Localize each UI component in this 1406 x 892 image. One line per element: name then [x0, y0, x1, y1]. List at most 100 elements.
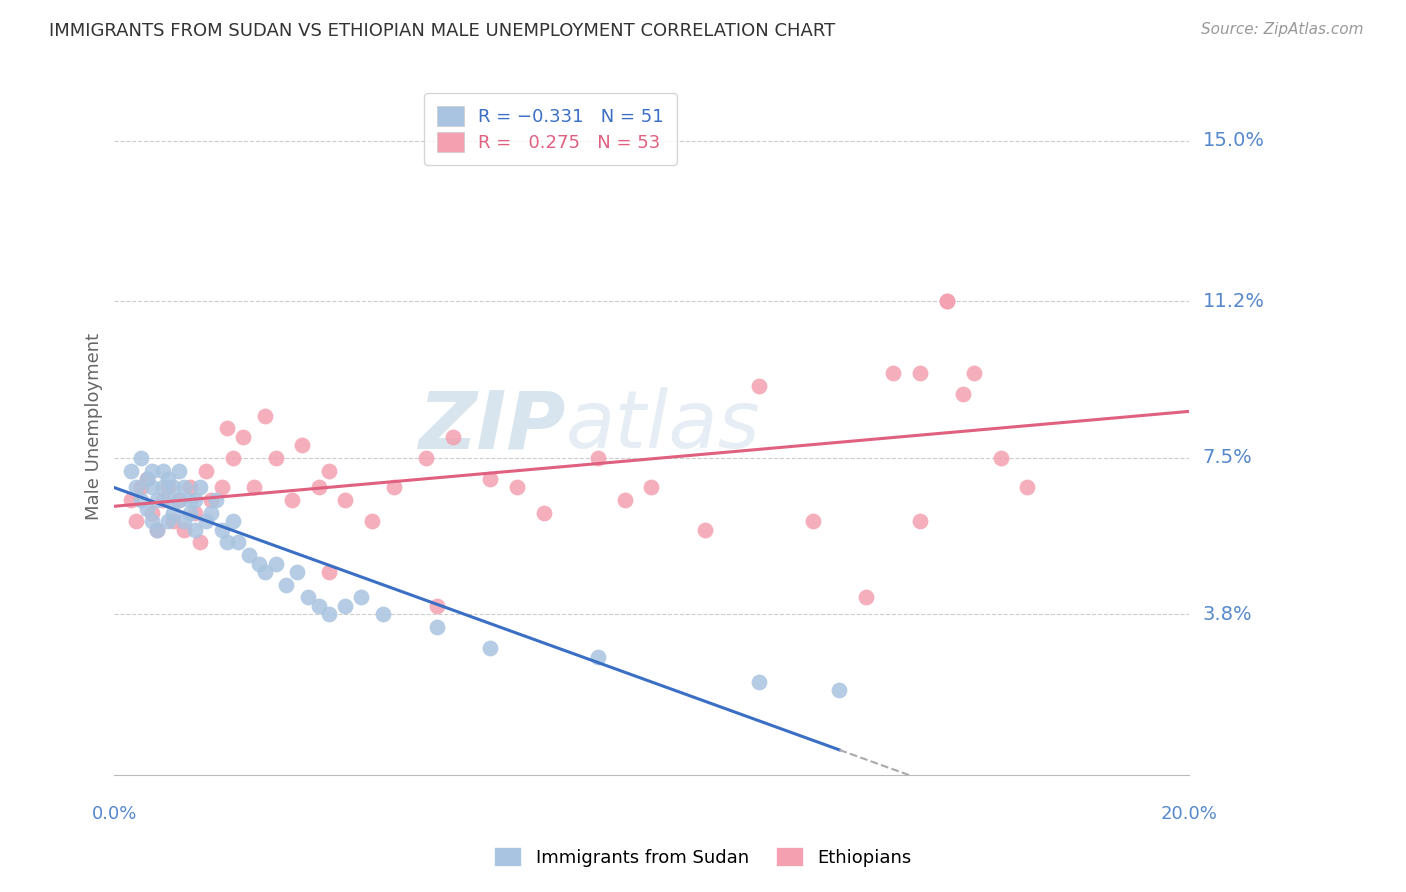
Point: [908, 367, 931, 381]
Point: [586, 450, 609, 465]
Point: [963, 367, 986, 381]
Point: [1017, 480, 1039, 494]
Legend: R = −0.331   N = 51, R =   0.275   N = 53: R = −0.331 N = 51, R = 0.275 N = 53: [425, 94, 676, 165]
Point: [194, 464, 217, 478]
Text: Source: ZipAtlas.com: Source: ZipAtlas.com: [1201, 22, 1364, 37]
Point: [479, 472, 502, 486]
Point: [157, 472, 180, 486]
Point: [211, 480, 233, 494]
Text: 0.0%: 0.0%: [91, 805, 138, 823]
Point: [152, 493, 174, 508]
Point: [152, 480, 174, 494]
Point: [157, 493, 180, 508]
Point: [318, 565, 340, 579]
Point: [167, 464, 190, 478]
Point: [125, 514, 148, 528]
Point: [157, 514, 180, 528]
Point: [221, 450, 243, 465]
Point: [184, 493, 207, 508]
Point: [253, 565, 276, 579]
Point: [184, 523, 207, 537]
Point: [179, 506, 201, 520]
Point: [232, 430, 254, 444]
Point: [162, 506, 184, 520]
Point: [371, 607, 394, 622]
Point: [157, 480, 180, 494]
Point: [276, 577, 298, 591]
Point: [882, 367, 904, 381]
Point: [129, 493, 152, 508]
Point: [935, 294, 957, 309]
Text: IMMIGRANTS FROM SUDAN VS ETHIOPIAN MALE UNEMPLOYMENT CORRELATION CHART: IMMIGRANTS FROM SUDAN VS ETHIOPIAN MALE …: [49, 22, 835, 40]
Point: [335, 599, 357, 613]
Point: [613, 493, 636, 508]
Point: [253, 409, 276, 423]
Point: [173, 514, 195, 528]
Point: [205, 493, 228, 508]
Point: [640, 480, 662, 494]
Point: [350, 591, 373, 605]
Point: [243, 480, 266, 494]
Point: [152, 464, 174, 478]
Point: [141, 464, 163, 478]
Point: [441, 430, 464, 444]
Point: [855, 591, 877, 605]
Point: [135, 472, 157, 486]
Point: [129, 480, 152, 494]
Point: [238, 548, 260, 562]
Point: [506, 480, 529, 494]
Point: [125, 480, 148, 494]
Point: [146, 493, 169, 508]
Point: [935, 294, 957, 309]
Point: [184, 506, 207, 520]
Point: [828, 683, 851, 698]
Text: atlas: atlas: [565, 387, 761, 466]
Point: [141, 480, 163, 494]
Point: [382, 480, 405, 494]
Point: [146, 523, 169, 537]
Point: [748, 674, 770, 689]
Point: [318, 464, 340, 478]
Point: [188, 480, 211, 494]
Text: 20.0%: 20.0%: [1160, 805, 1218, 823]
Point: [200, 493, 222, 508]
Point: [226, 535, 249, 549]
Legend: Immigrants from Sudan, Ethiopians: Immigrants from Sudan, Ethiopians: [486, 840, 920, 874]
Point: [990, 450, 1012, 465]
Point: [188, 535, 211, 549]
Text: 3.8%: 3.8%: [1202, 605, 1253, 624]
Point: [264, 557, 287, 571]
Point: [120, 464, 142, 478]
Point: [129, 450, 152, 465]
Text: 7.5%: 7.5%: [1202, 449, 1253, 467]
Y-axis label: Male Unemployment: Male Unemployment: [86, 333, 103, 520]
Point: [194, 514, 217, 528]
Point: [952, 387, 974, 401]
Point: [801, 514, 824, 528]
Point: [217, 535, 239, 549]
Point: [695, 523, 717, 537]
Point: [179, 480, 201, 494]
Point: [479, 641, 502, 656]
Point: [426, 599, 449, 613]
Point: [748, 379, 770, 393]
Point: [308, 480, 330, 494]
Point: [264, 450, 287, 465]
Point: [173, 523, 195, 537]
Point: [211, 523, 233, 537]
Point: [167, 493, 190, 508]
Point: [141, 514, 163, 528]
Point: [162, 480, 184, 494]
Point: [908, 514, 931, 528]
Point: [146, 523, 169, 537]
Point: [179, 493, 201, 508]
Point: [217, 421, 239, 435]
Text: 11.2%: 11.2%: [1202, 292, 1264, 311]
Point: [221, 514, 243, 528]
Point: [308, 599, 330, 613]
Point: [297, 591, 319, 605]
Point: [280, 493, 302, 508]
Point: [285, 565, 308, 579]
Point: [120, 493, 142, 508]
Point: [318, 607, 340, 622]
